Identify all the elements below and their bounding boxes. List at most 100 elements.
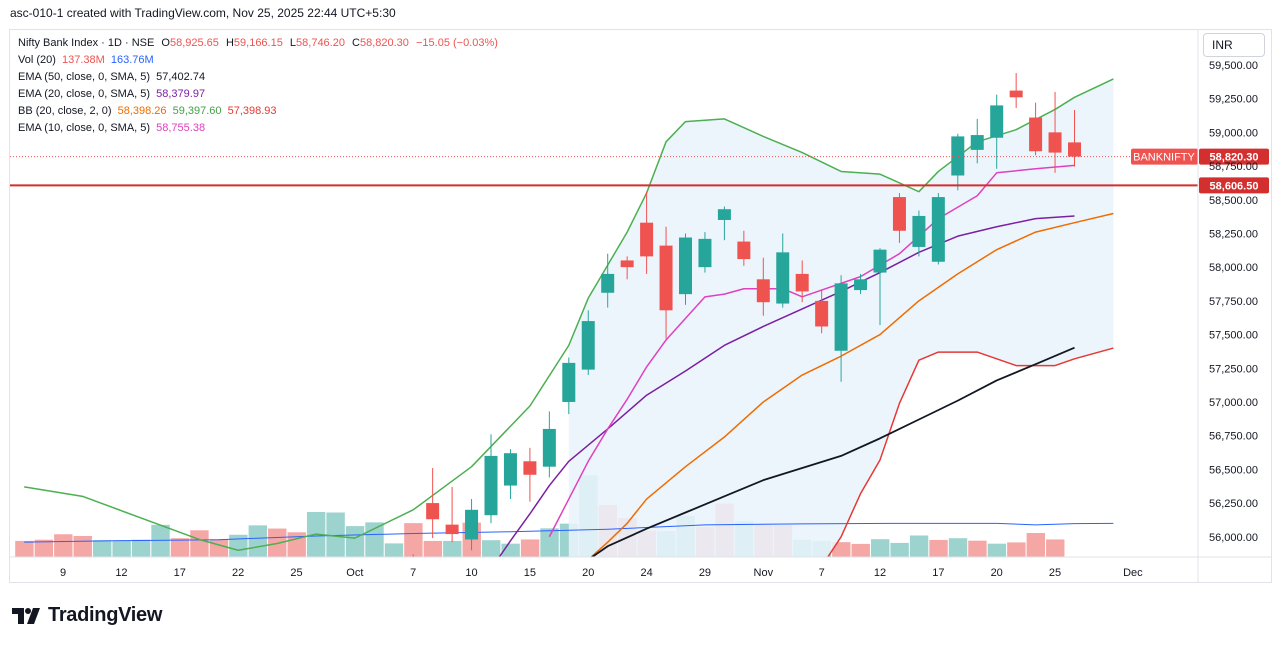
volume-bar [948, 538, 968, 557]
ema20-line [498, 215, 1075, 557]
candle-body [581, 321, 595, 370]
price-tick-label: 56,750.00 [1209, 431, 1258, 443]
candle-body [503, 453, 517, 486]
volume-bar [15, 540, 34, 557]
candle-body [737, 241, 751, 260]
candle-body [523, 461, 537, 475]
volume-bar [890, 542, 909, 557]
candle-body [679, 237, 692, 295]
tradingview-logo-text: TradingView [48, 604, 163, 626]
time-tick-label: 7 [819, 567, 825, 579]
volume-bar [248, 525, 267, 557]
volume-bar [151, 524, 170, 557]
legend-change: −15.05 (−0.03%) [415, 37, 498, 49]
chart-frame [9, 29, 1272, 583]
legend-volume-ma: 163.76 [110, 54, 145, 66]
candle-body [931, 197, 945, 262]
candle-body [970, 135, 984, 150]
volume-bar [54, 534, 73, 557]
legend-ema50-value: 57,402.74 [156, 71, 206, 83]
candle-body [873, 249, 887, 273]
time-tick-label: 22 [232, 567, 244, 579]
volume-bar [1007, 542, 1026, 557]
legend-symbol-row: Nifty Bank Index · 1D · NSE O58,925.65 H… [18, 35, 498, 52]
legend-low: 58,746.20 [296, 37, 345, 49]
price-candles [407, 73, 1081, 562]
legend-volume-unit: M [95, 54, 105, 66]
tradingview-logo-icon [12, 607, 40, 624]
time-tick-label: Oct [346, 567, 363, 579]
time-tick-label: Dec [1123, 567, 1143, 579]
candle-body [1029, 117, 1043, 152]
legend-ema10-label: EMA (10, close, 0, SMA, 5) [18, 122, 151, 134]
volume-bar [909, 535, 929, 557]
candle-body [407, 560, 420, 562]
time-tick-label: 10 [465, 567, 477, 579]
candle-body [756, 279, 770, 303]
time-tick-label: 9 [60, 567, 66, 579]
legend-bb-upper: 59,397.60 [172, 105, 222, 117]
volume-bar [287, 532, 306, 557]
volume-bar [520, 539, 540, 557]
price-level-tag: 58,606.50 [1210, 180, 1259, 192]
legend-bb-basis: 58,398.26 [117, 105, 167, 117]
candle-body [659, 245, 673, 311]
volume-bar [423, 540, 443, 557]
volume-bar [131, 539, 151, 557]
price-tick-label: 58,000.00 [1209, 262, 1258, 274]
legend-ema20-value: 58,379.97 [156, 88, 206, 100]
ema10-line [548, 164, 1075, 538]
candle-body [815, 300, 829, 327]
volume-bar [93, 540, 112, 557]
price-tick-label: 56,500.00 [1209, 464, 1258, 476]
volume-bar [209, 539, 229, 557]
volume-bar [987, 543, 1007, 557]
symbol-tag: BANKNIFTY [1133, 152, 1195, 164]
candle-body [951, 136, 965, 176]
volume-bar [112, 540, 131, 557]
candle-body [1009, 90, 1023, 98]
legend-close-label: C [352, 37, 360, 49]
time-tick-label: 17 [174, 567, 186, 579]
time-tick-label: 25 [1049, 567, 1061, 579]
candle-body [854, 279, 868, 291]
volume-bar [229, 534, 248, 557]
volume-bar [482, 540, 501, 557]
legend-ema50-row: EMA (50, close, 0, SMA, 5) 57,402.74 [18, 69, 498, 86]
volume-bar [34, 539, 54, 557]
legend-low-label: L [289, 37, 297, 49]
volume-bar [170, 538, 190, 557]
last-price-tag: 58,820.30 [1210, 152, 1259, 164]
volume-bar [404, 523, 423, 557]
currency-button[interactable]: INR [1203, 33, 1265, 57]
legend-bb-lower: 57,398.93 [227, 105, 277, 117]
legend-open: 58,925.65 [169, 37, 219, 49]
price-level-tag-bg [1199, 177, 1269, 194]
legend-open-label: O [161, 37, 170, 49]
time-tick-label: 7 [410, 567, 416, 579]
legend-volume-ma-unit: M [144, 54, 154, 66]
tradingview-logo[interactable]: TradingView [12, 604, 162, 627]
time-tick-label: 15 [524, 567, 536, 579]
legend-close: 58,820.30 [359, 37, 409, 49]
candle-body [834, 283, 848, 351]
candle-body [892, 197, 906, 231]
candle-body [1068, 142, 1081, 157]
candle-body [795, 273, 809, 292]
time-tick-label: 12 [874, 567, 886, 579]
candle-body [912, 215, 926, 247]
candle-body [445, 524, 459, 535]
candle-body [990, 105, 1004, 138]
bollinger-lower-line [826, 347, 1114, 557]
legend-volume-value: 137.38 [61, 54, 96, 66]
candle-body [698, 238, 712, 268]
volume-bar [929, 539, 948, 557]
volume-bar [384, 543, 404, 557]
legend-ema10-row: EMA (10, close, 0, SMA, 5) 58,755.38 [18, 120, 498, 137]
time-tick-label: 24 [640, 567, 652, 579]
volume-bar [1046, 539, 1065, 557]
price-tick-label: 57,250.00 [1209, 363, 1258, 375]
candle-body [776, 252, 790, 304]
volume-bar [1026, 533, 1045, 557]
